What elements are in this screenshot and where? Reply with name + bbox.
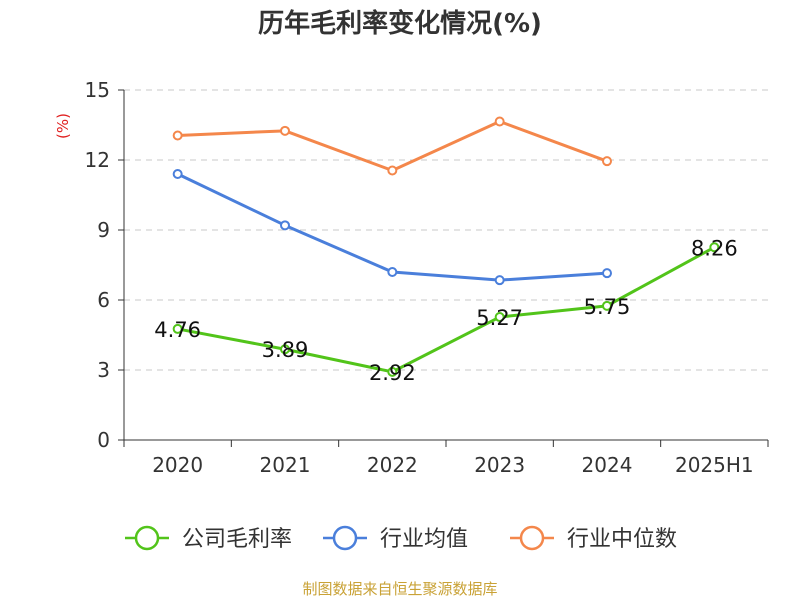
series-point-2 (602, 156, 612, 167)
data-label: 3.89 (262, 338, 309, 362)
legend-item: 公司毛利率 (125, 525, 292, 552)
y-tick-label: 6 (97, 288, 110, 312)
x-tick-label: 2025H1 (675, 453, 754, 477)
series-point-1 (172, 169, 183, 179)
data-labels: 4.76 3.89 2.92 5.27 5.75 8.26 (154, 236, 737, 385)
y-tick-label: 15 (85, 78, 110, 102)
axes: 0 3 6 9 12 15 2020 2021 2022 2023 2024 2025H1 (85, 78, 769, 477)
gridlines (124, 89, 768, 371)
series-point-1 (602, 268, 612, 279)
y-tick-label: 9 (97, 218, 110, 242)
series-point-0 (280, 344, 290, 355)
series-point-0 (494, 312, 505, 323)
series-layer (172, 116, 720, 377)
legend-label: 行业均值 (380, 527, 468, 552)
series-point-0 (602, 300, 612, 311)
x-tick-label: 2023 (474, 453, 525, 477)
series-point-1 (387, 267, 398, 277)
series-point-2 (172, 130, 183, 141)
legend-item: 行业中位数 (510, 525, 677, 552)
series-point-1 (280, 220, 290, 231)
legend-item: 行业均值 (323, 525, 468, 552)
data-label: 5.75 (584, 295, 631, 319)
series-line-2 (177, 120, 608, 172)
legend-label: 公司毛利率 (182, 527, 292, 552)
legend: 公司毛利率 行业均值 行业中位数 (125, 525, 677, 552)
x-tick-label: 2021 (260, 453, 311, 477)
source-note: 制图数据来自恒生聚源数据库 (302, 580, 497, 598)
series-point-2 (387, 165, 398, 176)
data-label: 8.26 (691, 236, 738, 260)
series-point-1 (494, 275, 505, 286)
legend-marker-icon (134, 525, 160, 551)
x-tick-label: 2022 (367, 453, 418, 477)
series-line-1 (177, 172, 608, 282)
data-label: 4.76 (154, 318, 201, 342)
legend-marker-icon (519, 525, 545, 551)
series-point-2 (280, 125, 290, 136)
y-tick-label: 12 (85, 148, 110, 172)
x-tick-label: 2024 (582, 453, 633, 477)
legend-label: 行业中位数 (567, 527, 677, 552)
series-point-0 (172, 323, 183, 334)
y-axis-unit: (%) (54, 113, 72, 139)
legend-marker-icon (332, 525, 358, 551)
data-label: 2.92 (369, 361, 416, 385)
series-point-2 (494, 116, 505, 127)
series-point-0 (709, 242, 720, 253)
series-point-0 (387, 366, 398, 377)
series-line-0 (177, 245, 716, 374)
y-tick-label: 3 (97, 358, 110, 382)
chart-title: 历年毛利率变化情况(%) (258, 8, 542, 39)
x-tick-label: 2020 (152, 453, 203, 477)
data-label: 5.27 (476, 306, 523, 330)
y-tick-label: 0 (97, 428, 110, 452)
